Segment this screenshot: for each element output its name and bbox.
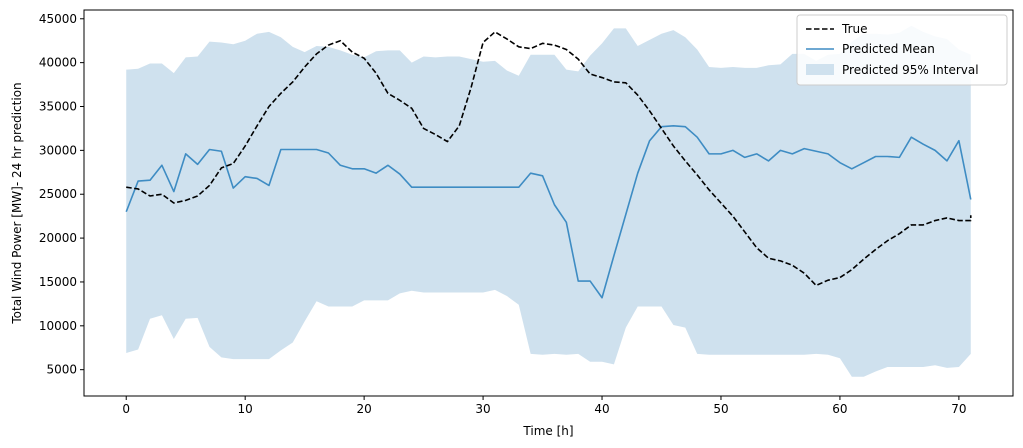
axes: 0 10 20 30 40 50 60 70 5000 10000 15000 20000 25000 3… xyxy=(39,9,1014,416)
y-tick-label: 20000 xyxy=(39,231,77,245)
legend-label: True xyxy=(841,22,868,36)
plot-area xyxy=(125,25,972,377)
y-axis-label: Total Wind Power [MW]- 24 hr prediction xyxy=(10,82,24,324)
x-tick-label: 40 xyxy=(594,402,609,416)
legend-label: Predicted Mean xyxy=(842,42,935,56)
axes-frame xyxy=(83,9,1014,397)
series-true-line xyxy=(126,31,972,287)
legend: True Predicted Mean Predicted 95% Interval xyxy=(796,14,1008,86)
series-predicted-mean-line xyxy=(125,125,972,299)
y-tick-label: 10000 xyxy=(39,319,77,333)
series-interval-band xyxy=(126,25,971,377)
y-tick-label: 30000 xyxy=(39,143,77,157)
x-tick-label: 50 xyxy=(713,402,728,416)
x-tick-label: 20 xyxy=(356,402,371,416)
x-tick-label: 60 xyxy=(832,402,847,416)
y-tick-label: 40000 xyxy=(39,56,77,70)
y-tick-label: 25000 xyxy=(39,187,77,201)
x-tick-label: 0 xyxy=(122,402,130,416)
x-tick-label: 30 xyxy=(475,402,490,416)
y-tick-label: 35000 xyxy=(39,100,77,114)
y-tick-label: 45000 xyxy=(39,12,77,26)
y-tick-label: 15000 xyxy=(39,275,77,289)
x-tick-label: 10 xyxy=(238,402,253,416)
y-tick-label: 5000 xyxy=(46,363,77,377)
x-tick-label: 70 xyxy=(951,402,966,416)
legend-box xyxy=(796,14,1008,86)
legend-label: Predicted 95% Interval xyxy=(842,63,979,77)
x-axis-label: Time [h] xyxy=(522,424,573,438)
legend-interval-swatch xyxy=(806,64,834,75)
